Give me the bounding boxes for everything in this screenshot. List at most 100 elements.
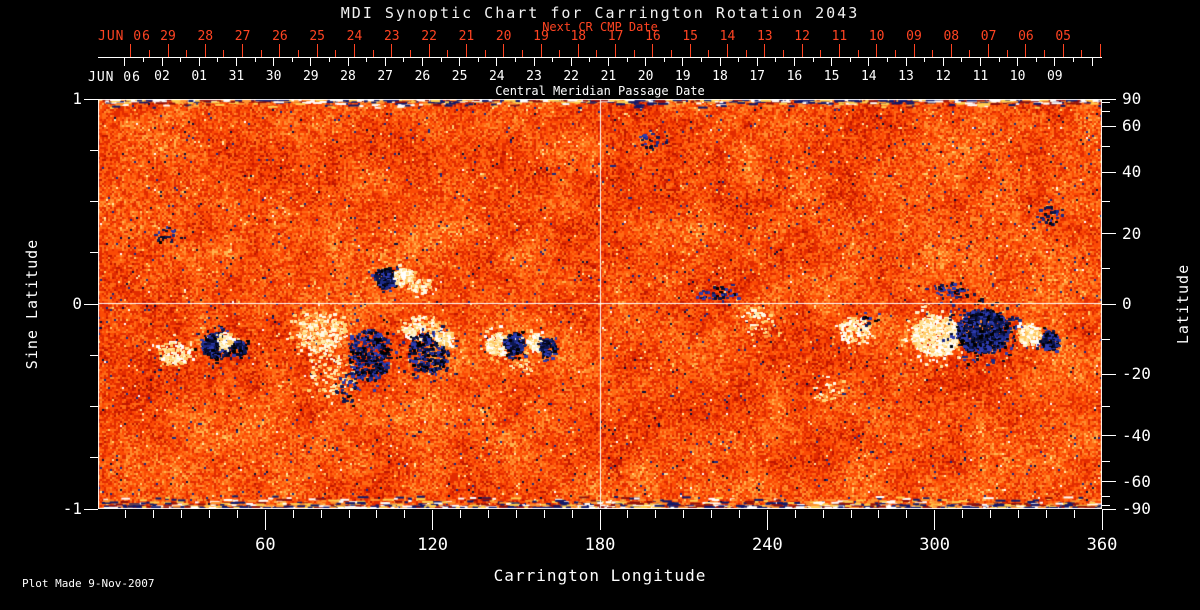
next-cr-minor-tick	[1006, 50, 1008, 57]
next-cr-tick	[838, 44, 840, 57]
cmp-minor-tick	[589, 58, 591, 62]
lon-minor-tick	[1017, 510, 1019, 518]
cmp-day-label: 28	[340, 69, 356, 84]
cmp-minor-tick	[886, 58, 888, 62]
cmp-tick	[979, 58, 981, 66]
plot-made-note: Plot Made 9-Nov-2007	[22, 577, 155, 590]
next-cr-minor-tick	[260, 50, 262, 57]
next-cr-day-label: 14	[719, 29, 736, 44]
sine-lat-major-tick	[84, 303, 98, 305]
lon-minor-tick	[460, 510, 462, 518]
lon-minor-tick	[738, 510, 740, 518]
next-cr-minor-tick	[484, 50, 486, 57]
cmp-day-label: 12	[935, 69, 952, 84]
cmp-tick	[831, 58, 833, 66]
cmp-tick	[124, 58, 126, 66]
sine-lat-major-tick	[84, 98, 98, 100]
cmp-minor-tick	[700, 58, 702, 62]
lat-major-tick	[1102, 435, 1116, 437]
next-cr-day-label: 17	[607, 29, 624, 44]
lon-minor-tick	[850, 510, 852, 518]
cmp-day-label: 11	[972, 69, 989, 84]
cmp-day-label: 24	[488, 69, 505, 84]
lat-tick-label: -90	[1122, 499, 1151, 518]
cmp-tick	[496, 58, 498, 66]
lat-major-tick	[1102, 98, 1116, 100]
cmp-tick	[793, 58, 795, 66]
cmp-minor-tick	[217, 58, 219, 62]
next-cr-tick	[1100, 44, 1101, 57]
cmp-minor-tick	[440, 58, 442, 62]
lon-minor-tick	[320, 510, 322, 518]
cmp-day-label: 13	[898, 69, 914, 84]
next-cr-day-label: 27	[234, 29, 251, 44]
lon-minor-tick	[878, 510, 880, 518]
lon-minor-tick	[794, 510, 796, 518]
cmp-minor-tick	[552, 58, 554, 62]
cmp-minor-tick	[738, 58, 740, 62]
cmp-tick	[533, 58, 535, 66]
lon-minor-tick	[989, 510, 991, 518]
next-cr-day-label: 13	[756, 29, 773, 44]
lon-minor-tick	[236, 510, 238, 518]
cmp-axis-line	[98, 57, 1102, 58]
next-cr-minor-tick	[969, 50, 971, 57]
lon-minor-tick	[655, 510, 657, 518]
sine-lat-minor-tick	[90, 354, 98, 356]
sine-lat-major-tick	[84, 508, 98, 510]
cmp-minor-tick	[663, 58, 665, 62]
lat-tick-label: -40	[1122, 425, 1151, 445]
sine-lat-tick-label: -1	[62, 499, 82, 518]
cmp-day-label: 20	[637, 69, 654, 84]
lon-minor-tick	[404, 510, 406, 518]
cmp-minor-tick	[403, 58, 405, 62]
next-cr-day-label: 05	[1055, 29, 1072, 44]
cmp-tick	[310, 58, 312, 66]
cmp-tick	[942, 58, 944, 66]
cmp-tick	[1054, 58, 1056, 66]
lat-minor-tick	[1102, 406, 1110, 407]
lon-minor-tick	[376, 510, 378, 518]
sine-lat-minor-tick	[90, 457, 98, 459]
next-cr-tick	[988, 44, 990, 57]
next-cr-minor-tick	[782, 50, 784, 57]
lat-tick-label: -20	[1122, 364, 1151, 384]
lon-minor-tick	[515, 510, 517, 518]
lat-major-tick	[1102, 233, 1116, 235]
next-cr-day-label: 16	[645, 29, 661, 44]
lon-minor-tick	[487, 510, 489, 518]
next-cr-day-label: 25	[309, 29, 326, 44]
cmp-tick	[347, 58, 349, 66]
cmp-day-label: 25	[451, 69, 468, 84]
lat-minor-tick	[1102, 339, 1110, 341]
next-cr-tick	[615, 44, 617, 57]
next-cr-tick	[465, 44, 467, 57]
lon-minor-tick	[822, 510, 824, 518]
cmp-minor-tick	[180, 58, 182, 62]
next-cr-tick	[950, 44, 952, 57]
cmp-tick	[1091, 58, 1093, 66]
lon-minor-tick	[543, 510, 545, 518]
cmp-tick	[161, 58, 163, 66]
next-cr-minor-tick	[1081, 50, 1083, 57]
lat-major-tick	[1102, 303, 1116, 305]
lon-major-tick	[599, 510, 601, 530]
lon-minor-tick	[1073, 510, 1075, 518]
lon-minor-tick	[292, 510, 294, 518]
cmp-day-label: 27	[377, 69, 394, 84]
next-cr-day-label: 22	[421, 29, 437, 44]
sine-lat-minor-tick	[90, 149, 98, 151]
next-cr-tick	[577, 44, 579, 57]
lon-major-tick	[1101, 510, 1103, 530]
cmp-day-label: 01	[191, 69, 208, 84]
cmp-minor-tick	[328, 58, 330, 62]
cmp-day-label: 16	[786, 69, 803, 84]
cmp-tick	[868, 58, 870, 66]
next-cr-minor-tick	[335, 50, 337, 57]
cmp-minor-tick	[291, 58, 293, 62]
lat-tick-label: 60	[1122, 116, 1142, 136]
cmp-minor-tick	[961, 58, 963, 62]
cmp-tick	[235, 58, 237, 66]
next-cr-minor-tick	[223, 50, 225, 57]
